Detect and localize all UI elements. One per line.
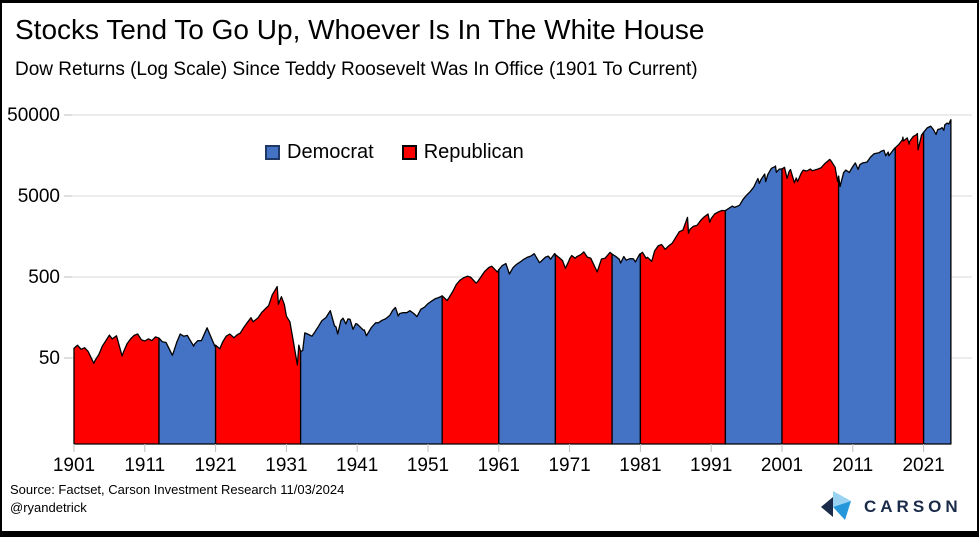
y-tick-label-50000: 50000: [7, 105, 60, 126]
author-handle: @ryandetrick: [10, 500, 87, 515]
area-segment-democrat-2009: [837, 147, 896, 445]
legend: Democrat Republican: [265, 141, 524, 164]
area-segment-democrat-1961: [498, 252, 557, 445]
x-tick-label-1961: 1961: [478, 455, 520, 476]
dow-area-chart: 50 500 5000 50000 1901 1911 1921 1931 1941 1951 19…: [7, 105, 972, 476]
x-tick-label-1901: 1901: [53, 455, 95, 476]
x-tick-label-1931: 1931: [265, 455, 307, 476]
area-segment-democrat-2021: [922, 119, 952, 445]
source-text: Source: Factset, Carson Investment Resea…: [10, 482, 345, 497]
area-segment-republican-2017: [894, 131, 925, 445]
x-tick-label-2011: 2011: [832, 455, 873, 476]
area-segment-democrat-1913: [158, 327, 217, 445]
legend-swatch-democrat: [265, 145, 280, 160]
area-segment-republican-1953: [441, 265, 500, 445]
area-segment-republican-2001: [781, 158, 840, 445]
legend-swatch-republican: [401, 145, 417, 160]
area-segment-republican-1921: [214, 285, 302, 445]
x-tick-label-1911: 1911: [124, 455, 165, 476]
carson-logo-icon: [821, 491, 851, 520]
legend-label-republican: Republican: [423, 141, 524, 163]
area-segment-democrat-1993: [724, 165, 783, 445]
carson-logo: CARSON: [820, 490, 962, 524]
carson-logo-text: CARSON: [864, 497, 962, 516]
y-tick-label-500: 500: [28, 267, 60, 288]
area-segment-republican-1969: [554, 251, 613, 445]
x-tick-label-1941: 1941: [336, 455, 378, 476]
page-subtitle: Dow Returns (Log Scale) Since Teddy Roos…: [15, 59, 698, 80]
x-tick-label-1981: 1981: [619, 455, 661, 476]
x-tick-label-1991: 1991: [690, 455, 732, 476]
x-tick-label-1921: 1921: [194, 455, 236, 476]
legend-label-democrat: Democrat: [287, 141, 374, 163]
legend-item-republican: Republican: [401, 141, 524, 164]
area-segment-democrat-1977: [611, 253, 642, 445]
x-tick-label-1971: 1971: [548, 455, 590, 476]
area-segment-republican-1981: [639, 209, 727, 445]
page-title: Stocks Tend To Go Up, Whoever Is In The …: [15, 14, 705, 45]
x-tick-label-2021: 2021: [902, 455, 944, 476]
area-segment-republican-1901: [73, 333, 160, 445]
x-tick-label-2001: 2001: [761, 455, 803, 476]
y-tick-label-5000: 5000: [18, 186, 60, 207]
legend-item-democrat: Democrat: [265, 141, 374, 164]
x-tick-label-1951: 1951: [407, 455, 449, 476]
y-tick-label-50: 50: [39, 348, 60, 369]
area-segment-democrat-1933: [299, 295, 443, 445]
